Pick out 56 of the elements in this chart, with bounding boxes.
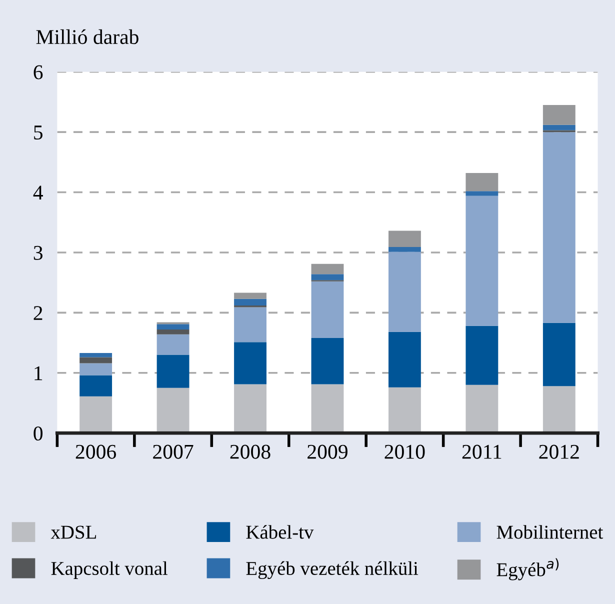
legend-label: Kapcsolt vonal — [51, 561, 168, 579]
y-tick-label: 5 — [34, 126, 42, 140]
legend-label: Egyéb vezeték nélküli — [246, 561, 418, 580]
bar — [542, 124, 576, 130]
bar — [234, 342, 266, 384]
bar — [311, 274, 344, 280]
x-tick-label: 2009 — [308, 444, 348, 459]
bar — [388, 230, 421, 248]
bar — [80, 357, 112, 364]
bar — [311, 338, 344, 384]
bar — [466, 173, 498, 192]
legend-label: Egyéb$^{a)}$ — [496, 558, 559, 580]
bar — [234, 292, 266, 299]
bar — [542, 322, 576, 386]
x-tick-label: 2011 — [462, 444, 502, 459]
bar — [80, 396, 112, 434]
bar — [388, 247, 421, 252]
bar — [80, 353, 112, 358]
y-tick-label: 0 — [34, 426, 43, 440]
y-tick-label: 1 — [34, 366, 42, 380]
bar — [466, 196, 498, 326]
bar — [388, 332, 421, 388]
x-tick-label: 2012 — [539, 444, 579, 459]
bar — [311, 264, 344, 274]
x-tick-label: 2010 — [384, 444, 425, 459]
bar — [156, 330, 190, 334]
x-tick-label: 2006 — [76, 444, 116, 459]
bar — [234, 298, 266, 306]
bar — [156, 324, 190, 330]
bar — [156, 388, 190, 434]
bar — [466, 191, 498, 196]
bar — [466, 326, 498, 385]
legend-label: xDSL — [50, 526, 96, 539]
bar — [542, 104, 576, 125]
y-tick-label: 3 — [34, 246, 42, 260]
y-axis-title: Millió darab — [36, 29, 138, 44]
x-tick-label: 2007 — [153, 444, 194, 459]
bar — [466, 384, 498, 434]
bar — [311, 384, 344, 434]
bar — [542, 132, 576, 323]
bar — [234, 384, 266, 434]
bar — [388, 387, 421, 434]
bar — [311, 281, 344, 338]
legend-label: Mobilinternet — [496, 525, 604, 539]
bar — [542, 386, 576, 434]
bar — [156, 334, 190, 355]
bar — [80, 375, 112, 396]
bar — [156, 354, 190, 388]
y-tick-label: 4 — [33, 186, 43, 200]
bar — [234, 307, 266, 342]
x-tick-label: 2008 — [230, 444, 270, 459]
bar — [388, 252, 421, 332]
legend-label: Kábel-tv — [246, 525, 314, 539]
bar — [80, 363, 112, 376]
y-tick-label: 2 — [34, 306, 42, 320]
y-tick-label: 6 — [34, 65, 43, 80]
